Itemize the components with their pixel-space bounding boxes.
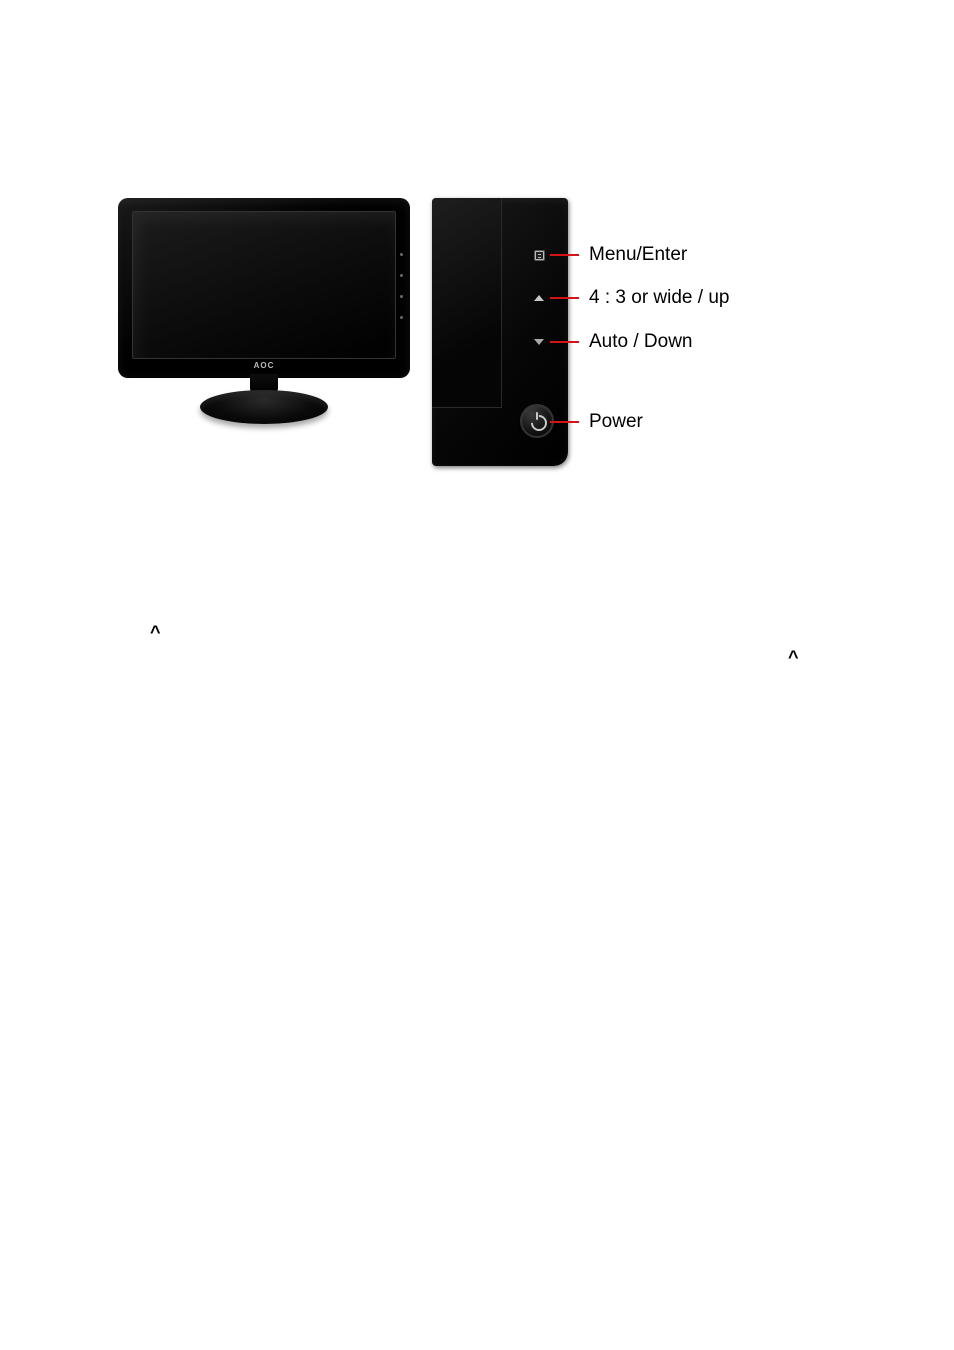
monitor-bezel: AOC xyxy=(118,198,410,378)
bezel-button-dots xyxy=(400,253,403,319)
menu-icon xyxy=(532,248,546,262)
monitor-screen xyxy=(132,211,396,359)
callout-label-auto: Auto / Down xyxy=(589,331,693,353)
leader-line xyxy=(550,421,579,423)
leader-line xyxy=(550,297,579,299)
document-page: AOC xyxy=(0,0,954,1350)
brand-logo-text: AOC xyxy=(118,361,410,370)
leader-line xyxy=(550,341,579,343)
leader-line xyxy=(550,254,579,256)
monitor-stand-base xyxy=(200,390,328,424)
power-icon xyxy=(520,404,554,438)
monitor-illustration: AOC xyxy=(118,198,418,428)
stray-caret: ^ xyxy=(150,622,161,643)
chevron-down-icon xyxy=(532,335,546,349)
callout-label-ratio: 4 : 3 or wide / up xyxy=(589,287,729,309)
monitor-buttons-figure: AOC xyxy=(118,198,728,468)
chevron-up-icon xyxy=(532,291,546,305)
bezel-closeup-panel xyxy=(432,198,568,466)
bezel-closeup-screen-edge xyxy=(432,198,502,408)
stray-caret: ^ xyxy=(788,647,799,668)
callout-label-power: Power xyxy=(589,411,643,433)
callout-label-menu: Menu/Enter xyxy=(589,244,687,266)
